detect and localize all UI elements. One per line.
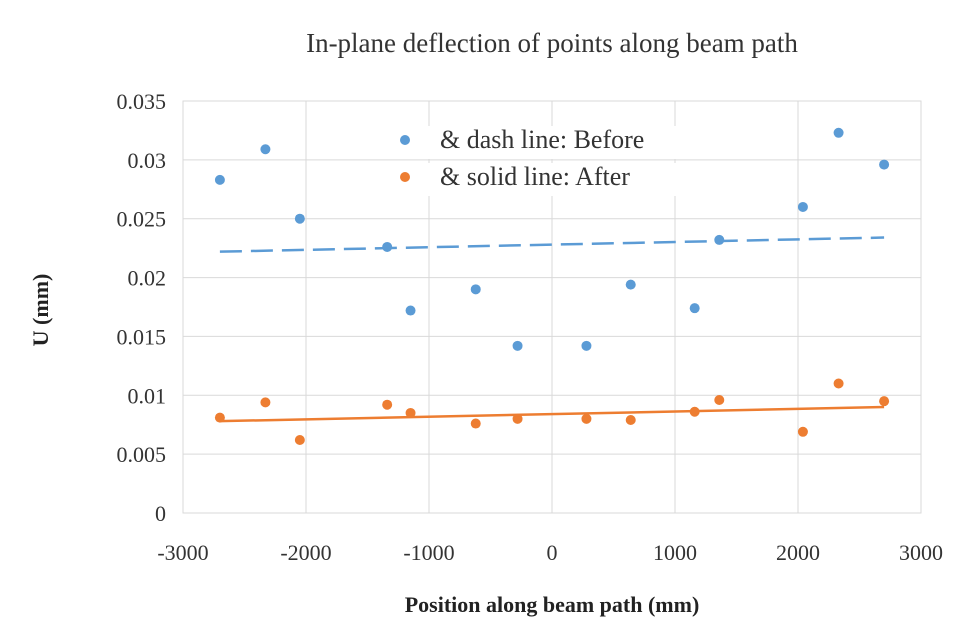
data-point [797, 201, 808, 212]
y-tick-label: 0.015 [117, 324, 167, 349]
legend-entry-background [396, 163, 762, 196]
data-point [405, 305, 416, 316]
data-point [214, 412, 225, 423]
trendline-after [219, 405, 885, 423]
data-point [714, 394, 725, 405]
data-point [470, 418, 481, 429]
legend-marker [400, 135, 410, 145]
y-tick-label: 0.025 [117, 207, 167, 232]
data-point [294, 213, 305, 224]
data-point [797, 426, 808, 437]
data-point [382, 399, 393, 410]
data-point [581, 413, 592, 424]
data-point [879, 159, 890, 170]
data-point [512, 340, 523, 351]
data-point [260, 144, 271, 155]
data-point [470, 284, 481, 295]
x-tick-label: 1000 [653, 540, 697, 565]
legend-entry: & solid line: After [396, 162, 762, 196]
x-tick-label: -1000 [403, 540, 454, 565]
series-before-points [214, 127, 890, 351]
data-point [581, 340, 592, 351]
y-axis-title: U (mm) [28, 274, 53, 347]
data-point [879, 396, 890, 407]
data-point [405, 407, 416, 418]
data-point [625, 279, 636, 290]
x-tick-label: 3000 [899, 540, 943, 565]
y-tick-label: 0 [155, 501, 166, 526]
x-axis-tick-labels: -3000 -2000 -1000 0 1000 2000 3000 [157, 540, 943, 565]
legend-label: & solid line: After [440, 162, 630, 191]
data-point [214, 174, 225, 185]
data-point [833, 378, 844, 389]
data-point [714, 234, 725, 245]
x-tick-label: 2000 [776, 540, 820, 565]
plot-area-frame [182, 100, 922, 514]
data-point [689, 303, 700, 314]
data-point [382, 241, 393, 252]
y-axis-tick-labels: 0 0.005 0.01 0.015 0.02 0.025 0.03 0.035 [117, 89, 167, 526]
y-tick-label: 0.005 [117, 442, 167, 467]
legend: & dash line: Before & solid line: After [396, 125, 762, 196]
data-points [214, 127, 890, 446]
chart-title: In-plane deflection of points along beam… [306, 28, 798, 58]
y-tick-label: 0.03 [128, 148, 167, 173]
x-tick-label: -3000 [157, 540, 208, 565]
y-tick-label: 0.02 [128, 266, 167, 291]
x-tick-label: -2000 [280, 540, 331, 565]
legend-entry: & dash line: Before [396, 125, 762, 159]
x-axis-title: Position along beam path (mm) [405, 592, 700, 617]
data-point [833, 127, 844, 138]
legend-entry-background [396, 126, 762, 159]
y-tick-label: 0.035 [117, 89, 167, 114]
data-point [294, 435, 305, 446]
data-point [512, 413, 523, 424]
series-after-points [214, 378, 890, 446]
data-point [260, 397, 271, 408]
data-point [625, 415, 636, 426]
data-point [689, 406, 700, 417]
y-tick-label: 0.01 [128, 383, 167, 408]
trendline-before [219, 236, 885, 253]
legend-label: & dash line: Before [440, 125, 644, 154]
trendlines [219, 236, 885, 423]
legend-marker [400, 172, 410, 182]
x-tick-label: 0 [547, 540, 558, 565]
